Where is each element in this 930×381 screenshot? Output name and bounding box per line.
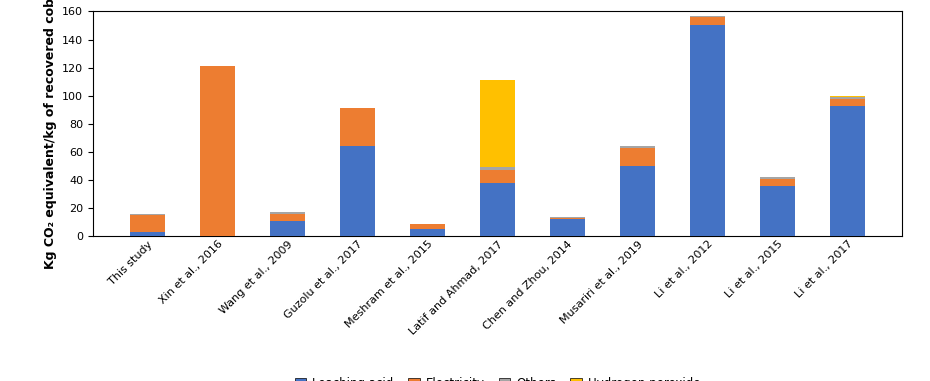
Bar (760, 179, 795, 186)
Bar (550, 216, 585, 218)
Bar (270, 214, 305, 221)
Bar (130, 214, 165, 215)
Bar (550, 218, 585, 219)
Bar (480, 80, 515, 167)
Bar (480, 167, 515, 170)
Bar (200, 66, 235, 236)
Bar (760, 177, 795, 179)
Bar (760, 186, 795, 236)
Bar (270, 221, 305, 236)
Bar (830, 99, 865, 106)
Bar (340, 146, 375, 236)
Bar (620, 146, 655, 148)
Bar (480, 170, 515, 183)
Legend: Leaching acid, Electricity, Others, Hydrogen peroxide: Leaching acid, Electricity, Others, Hydr… (290, 373, 705, 381)
Bar (410, 229, 445, 236)
Bar (550, 219, 585, 236)
Bar (340, 108, 375, 146)
Bar (830, 97, 865, 99)
Bar (690, 16, 725, 17)
Bar (480, 183, 515, 236)
Bar (690, 17, 725, 26)
Bar (270, 212, 305, 214)
Bar (410, 224, 445, 229)
Bar (690, 26, 725, 236)
Bar (620, 148, 655, 166)
Bar (830, 106, 865, 236)
Bar (130, 232, 165, 236)
Bar (620, 166, 655, 236)
Bar (830, 96, 865, 97)
Y-axis label: Kg CO₂ equivalent/kg of recovered cobalt: Kg CO₂ equivalent/kg of recovered cobalt (44, 0, 57, 269)
Bar (130, 215, 165, 232)
